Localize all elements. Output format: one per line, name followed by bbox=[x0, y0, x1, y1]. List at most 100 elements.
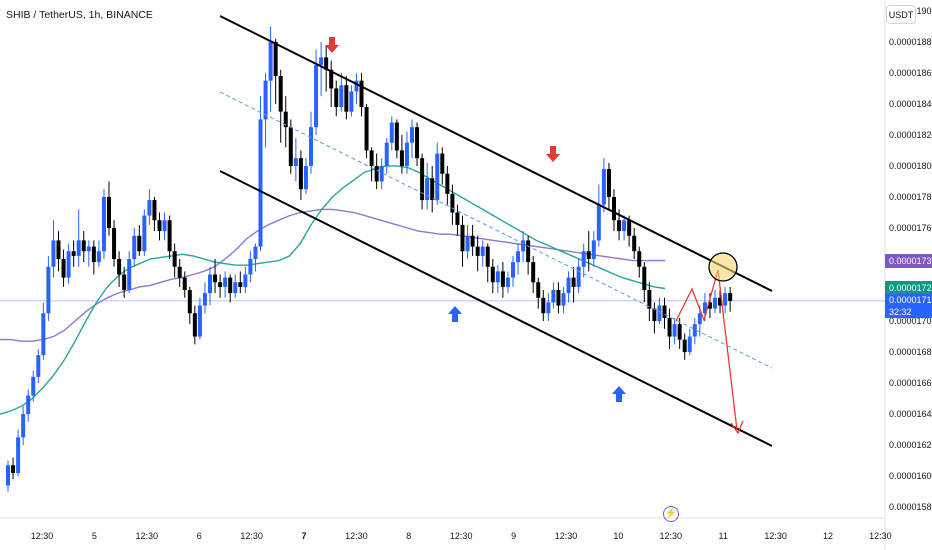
y-tick-label: 0.00001880 bbox=[889, 37, 932, 47]
y-tick-label: 0.00001700 bbox=[889, 316, 932, 326]
candle-body bbox=[283, 111, 288, 128]
candle-body bbox=[601, 169, 606, 205]
candle-body bbox=[460, 224, 465, 252]
candle-body bbox=[480, 246, 485, 256]
y-tick-label: 0.00001860 bbox=[889, 68, 932, 78]
candle-body bbox=[86, 246, 91, 252]
candle-body bbox=[475, 246, 480, 256]
candle-body bbox=[707, 302, 712, 309]
y-tick-label: 0.00001620 bbox=[889, 440, 932, 450]
candle-body bbox=[521, 240, 526, 252]
projection-arrowhead bbox=[730, 420, 744, 435]
x-tick-label: 12:30 bbox=[450, 531, 473, 541]
candle-body bbox=[36, 355, 41, 377]
candle-body bbox=[697, 313, 702, 325]
candle-body bbox=[511, 262, 515, 278]
candle-body bbox=[6, 465, 10, 486]
candle-body bbox=[334, 88, 339, 108]
candle-body bbox=[718, 297, 723, 306]
candle-body bbox=[617, 220, 622, 232]
candle-body bbox=[546, 302, 551, 314]
candle-body bbox=[208, 274, 212, 294]
candle-body bbox=[379, 165, 384, 182]
bolt-icon[interactable]: ⚡ bbox=[663, 506, 679, 522]
candle-body bbox=[81, 240, 86, 252]
candle-body bbox=[723, 293, 728, 306]
ma-slow-price-tag: 0.00001739 bbox=[885, 253, 932, 268]
candle-body bbox=[293, 158, 298, 166]
buy-arrow-1-shape bbox=[448, 306, 462, 322]
candle-body bbox=[11, 465, 16, 474]
candle-body bbox=[662, 305, 667, 318]
x-tick-label: 6 bbox=[197, 531, 202, 541]
candle-body bbox=[167, 220, 172, 252]
y-tick-label: 0.00001600 bbox=[889, 471, 932, 481]
candle-body bbox=[152, 200, 157, 221]
candle-body bbox=[505, 277, 510, 287]
y-tick-label: 0.00001820 bbox=[889, 130, 932, 140]
candle-body bbox=[41, 313, 46, 356]
candle-body bbox=[384, 142, 389, 166]
candle-body bbox=[233, 282, 238, 294]
last-price-value: 0.00001713 bbox=[889, 294, 932, 305]
currency-button[interactable]: USDT bbox=[886, 5, 916, 24]
candle-body bbox=[420, 158, 425, 201]
candle-body bbox=[591, 240, 596, 259]
candle-body bbox=[354, 80, 359, 92]
candle-body bbox=[541, 297, 546, 314]
x-tick-label: 11 bbox=[719, 531, 728, 541]
ma-fast-line bbox=[0, 165, 666, 415]
candle-body bbox=[76, 240, 81, 256]
candle-body bbox=[142, 215, 147, 252]
candle-body bbox=[46, 266, 51, 314]
candle-body bbox=[182, 277, 187, 291]
candle-body bbox=[581, 251, 586, 267]
candle-body bbox=[435, 153, 440, 201]
candle-body bbox=[243, 274, 248, 287]
candle-body bbox=[399, 150, 404, 166]
candle-body bbox=[162, 220, 167, 232]
candle-body bbox=[213, 274, 218, 283]
ma-fast-price-value: 0.00001721 bbox=[889, 283, 932, 294]
candle-body bbox=[470, 235, 475, 247]
candle-body bbox=[298, 158, 303, 190]
x-tick-label: 12:30 bbox=[764, 531, 787, 541]
candle-body bbox=[309, 127, 313, 166]
y-tick-label: 0.00001580 bbox=[889, 502, 932, 512]
x-tick-label: 12 bbox=[823, 531, 833, 541]
ma-fast-price-tag: 0.00001721 bbox=[885, 281, 932, 296]
y-tick-label: 0.00001660 bbox=[889, 378, 932, 388]
symbol-title: SHIB / TetherUS, 1h, BINANCE bbox=[6, 9, 153, 21]
x-tick-label: 12:30 bbox=[31, 531, 54, 541]
candle-body bbox=[404, 142, 409, 166]
sell-arrow-2 bbox=[546, 146, 560, 162]
candle-body bbox=[26, 395, 31, 415]
candle-body bbox=[202, 293, 207, 306]
candle-body bbox=[455, 212, 460, 225]
x-tick-label: 12:30 bbox=[660, 531, 683, 541]
candle-body bbox=[637, 251, 642, 267]
candle-body bbox=[71, 251, 76, 256]
candle-body bbox=[268, 41, 273, 81]
x-tick-label: 10 bbox=[613, 531, 623, 541]
target-circle bbox=[708, 252, 738, 282]
buy-arrow-1 bbox=[448, 306, 462, 322]
candle-body bbox=[157, 220, 162, 232]
candle-body bbox=[430, 178, 435, 201]
candle-body bbox=[374, 165, 379, 182]
candle-body bbox=[56, 240, 61, 259]
candle-body bbox=[682, 339, 687, 353]
y-tick-label: 0.00001680 bbox=[889, 347, 932, 357]
candle-body bbox=[314, 65, 319, 128]
candle-body bbox=[394, 122, 399, 151]
candle-body bbox=[687, 336, 692, 353]
candle-body bbox=[728, 293, 733, 301]
sell-arrow-2-shape bbox=[546, 146, 560, 162]
candle-body bbox=[31, 376, 36, 396]
candle-body bbox=[61, 259, 66, 278]
candle-body bbox=[51, 240, 56, 267]
x-tick-label: 12:30 bbox=[345, 531, 368, 541]
candle-countdown: 32:32 bbox=[889, 306, 912, 317]
